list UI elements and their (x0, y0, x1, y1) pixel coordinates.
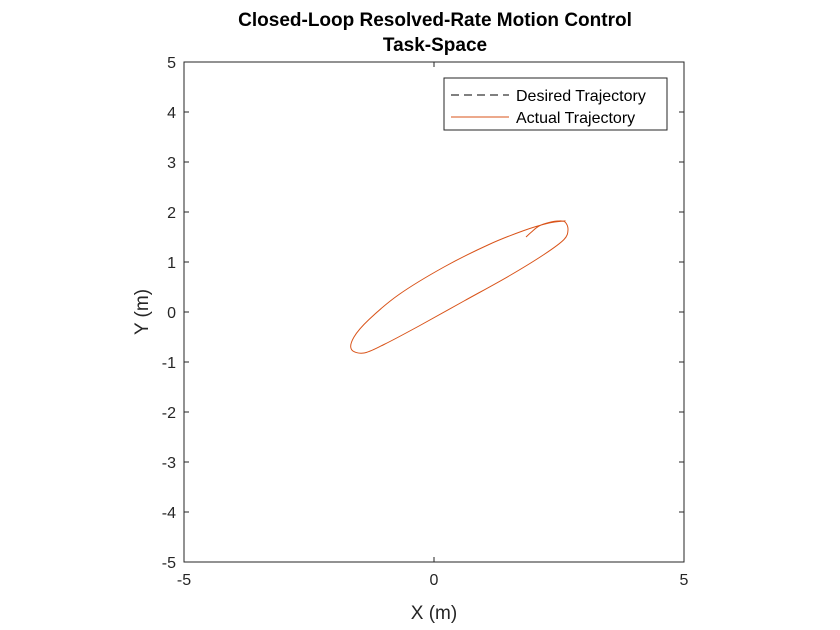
y-tick-label: 4 (167, 105, 176, 122)
legend: Desired Trajectory Actual Trajectory (443, 77, 668, 131)
y-tick-label: 0 (167, 305, 176, 322)
axis-ticks: -5 0 5 -5 -4 -3 -2 -1 0 1 2 3 4 5 (162, 55, 689, 589)
y-axis-label: Y (m) (132, 289, 153, 335)
x-axis-label: X (m) (411, 603, 457, 624)
y-tick-label: 2 (167, 205, 176, 222)
x-tick-label: -5 (177, 572, 191, 589)
x-tick-label: 5 (680, 572, 689, 589)
plot-area (183, 61, 685, 563)
y-tick-label: 3 (167, 155, 176, 172)
series-line-actual-trajectory (350, 220, 569, 354)
x-tick-label: 0 (430, 572, 439, 589)
y-tick-label: -3 (162, 455, 176, 472)
legend-label-desired: Desired Trajectory (516, 88, 646, 105)
series-layer (350, 220, 569, 354)
y-tick-label: -4 (162, 505, 176, 522)
legend-box (443, 77, 668, 131)
legend-label-actual: Actual Trajectory (516, 110, 635, 127)
y-tick-label: -1 (162, 355, 176, 372)
y-tick-label: -5 (162, 555, 176, 572)
y-tick-label: 5 (167, 55, 176, 72)
chart-title-line-1: Closed-Loop Resolved-Rate Motion Control (238, 10, 632, 31)
chart-title-line-2: Task-Space (383, 35, 487, 56)
y-tick-label: -2 (162, 405, 176, 422)
y-tick-label: 1 (167, 255, 176, 272)
